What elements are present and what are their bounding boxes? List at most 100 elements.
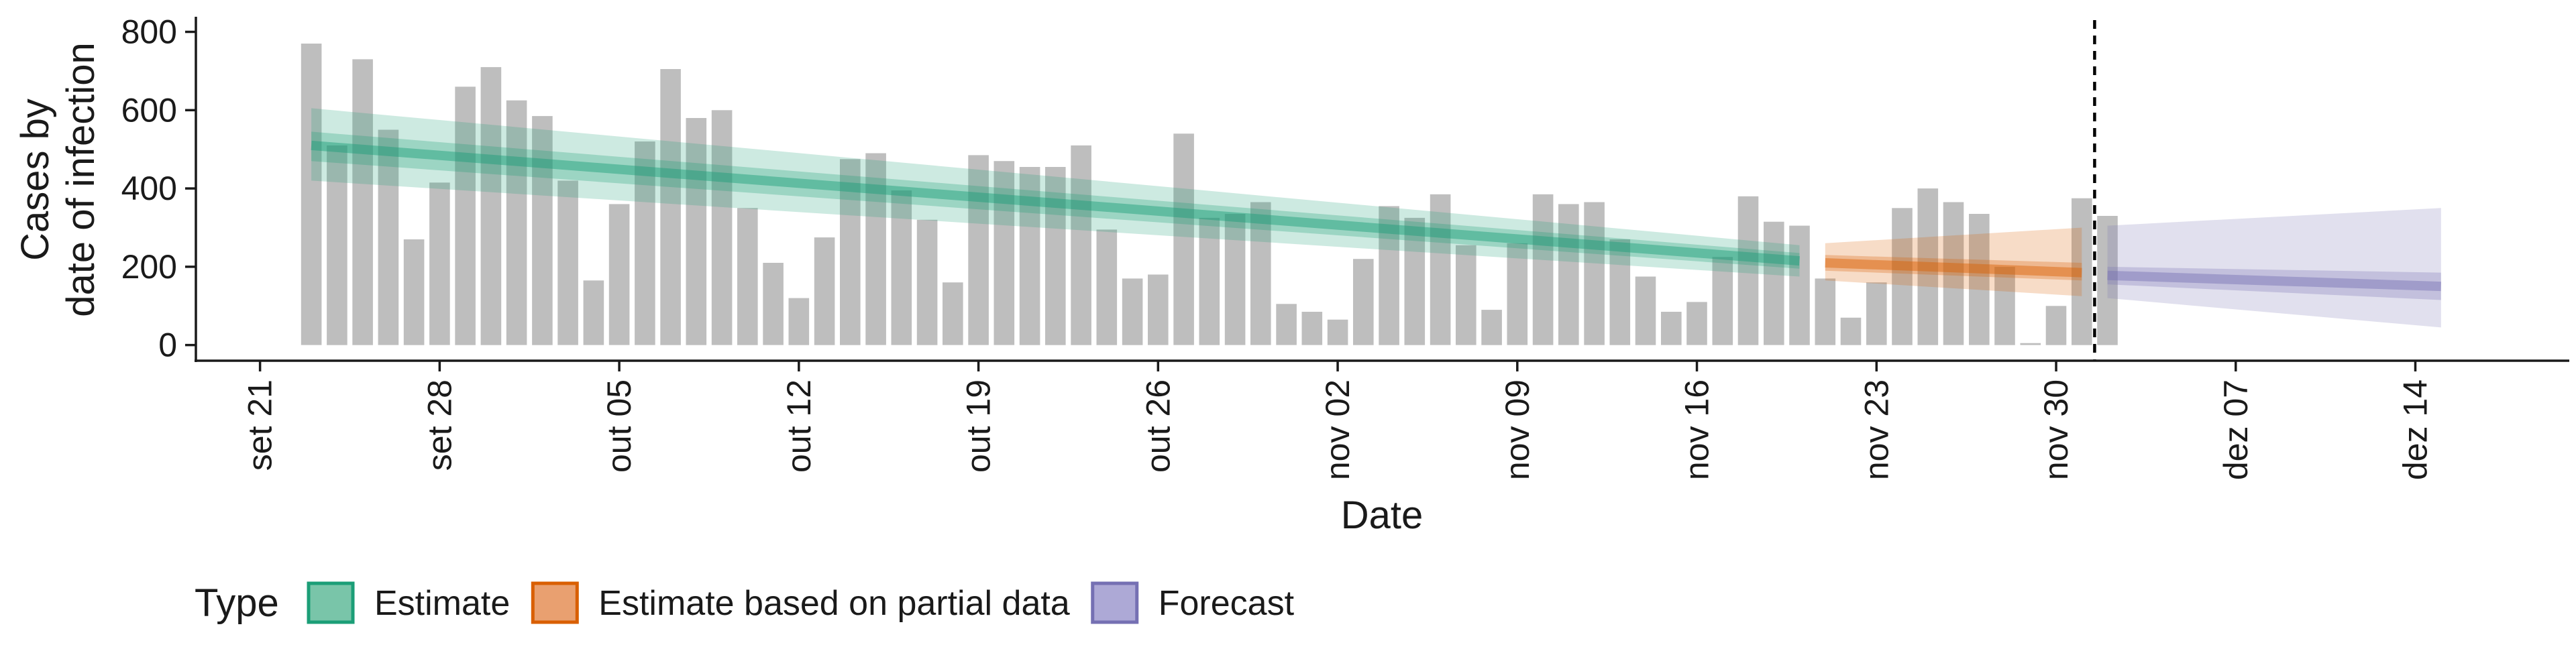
x-tick-label: dez 07: [2217, 379, 2255, 480]
legend-label: Forecast: [1159, 584, 1295, 623]
bar: [1071, 145, 1091, 345]
bar: [403, 239, 425, 345]
bar: [1969, 214, 1990, 345]
bar: [1122, 278, 1143, 345]
x-tick-label: out 12: [780, 379, 818, 473]
bar: [2045, 306, 2067, 345]
bar: [1301, 312, 1323, 345]
bar: [1532, 194, 1554, 345]
bar: [660, 69, 681, 345]
bar: [635, 141, 655, 345]
bar: [2097, 216, 2118, 345]
ribbon-inner: [2107, 266, 2441, 300]
bar: [352, 59, 373, 345]
legend: Type Estimate Estimate based on partial d…: [195, 581, 1295, 625]
legend-key: [307, 581, 355, 624]
bar: [763, 263, 784, 345]
bar: [994, 161, 1015, 345]
bar: [1456, 245, 1477, 345]
bar: [1148, 274, 1169, 345]
x-tick-label: nov 02: [1319, 379, 1356, 480]
bar: [1507, 243, 1528, 345]
bar: [1994, 266, 2015, 345]
bar: [1019, 167, 1040, 345]
bar: [1943, 202, 1964, 345]
bar: [1635, 276, 1656, 345]
bar: [480, 67, 502, 345]
bar: [788, 298, 810, 345]
y-tick-label: 0: [158, 327, 177, 364]
x-tick-label: out 19: [960, 379, 998, 473]
bar: [814, 237, 835, 345]
ribbon-outer: [2107, 208, 2441, 328]
bar: [1712, 257, 1733, 345]
bar: [1430, 194, 1451, 345]
bar: [583, 280, 604, 345]
bar: [1481, 310, 1502, 345]
bar: [1789, 225, 1810, 345]
bar: [916, 219, 938, 345]
bar: [1917, 188, 1939, 345]
legend-label: Estimate based on partial data: [598, 584, 1070, 623]
bar: [455, 86, 476, 345]
bar: [1558, 204, 1579, 345]
bar: [301, 44, 322, 345]
ribbon-inner: [311, 131, 1800, 269]
bar: [1353, 259, 1374, 345]
bar: [711, 110, 733, 345]
bar: [1199, 217, 1220, 345]
bar: [1840, 317, 1862, 345]
y-axis-title-line2: date of infection: [59, 42, 103, 317]
bar: [532, 116, 553, 345]
bar: [506, 100, 527, 345]
bar: [608, 204, 630, 345]
bar: [1327, 319, 1348, 345]
y-tick-label: 200: [121, 248, 177, 286]
bar: [1173, 133, 1194, 345]
bar: [1224, 214, 1246, 345]
bar: [557, 180, 578, 345]
bar: [1584, 202, 1605, 345]
bar: [1892, 208, 1913, 345]
ribbon-median: [311, 140, 1801, 266]
x-tick-label: set 21: [241, 379, 279, 471]
bar: [2020, 343, 2041, 345]
bar: [1250, 202, 1271, 345]
bar: [2072, 198, 2092, 345]
bar: [378, 129, 399, 345]
bar: [968, 155, 989, 345]
ribbon-outer: [311, 108, 1800, 277]
bar: [1815, 278, 1836, 345]
x-tick-label: out 26: [1139, 379, 1177, 473]
y-tick-label: 800: [121, 13, 177, 51]
bar: [1764, 221, 1784, 345]
bar: [1096, 229, 1118, 345]
bar: [737, 208, 758, 345]
legend-key: [1091, 581, 1139, 624]
x-tick-label: set 28: [421, 379, 458, 471]
bar: [1737, 196, 1759, 345]
y-tick-label: 600: [121, 91, 177, 129]
bar: [1686, 302, 1707, 345]
bar: [1045, 167, 1066, 345]
ribbon-median: [1825, 258, 2082, 278]
x-tick-label: nov 09: [1499, 379, 1536, 480]
y-axis-title-line1: Cases by: [13, 99, 57, 261]
ribbon-outer: [1825, 227, 2082, 296]
x-tick-label: nov 23: [1858, 379, 1895, 480]
x-tick-label: nov 16: [1678, 379, 1716, 480]
ribbon-inner: [1825, 255, 2082, 281]
legend-title: Type: [195, 581, 279, 625]
x-tick-label: nov 30: [2037, 379, 2075, 480]
bar: [943, 282, 963, 345]
bar: [1404, 217, 1426, 345]
bar: [1609, 239, 1631, 345]
x-axis-title: Date: [1341, 493, 1424, 537]
x-tick-label: out 05: [600, 379, 638, 473]
legend-label: Estimate: [374, 584, 510, 623]
bar: [1866, 282, 1887, 345]
bar: [891, 190, 912, 345]
ribbons-group: [311, 108, 2442, 328]
